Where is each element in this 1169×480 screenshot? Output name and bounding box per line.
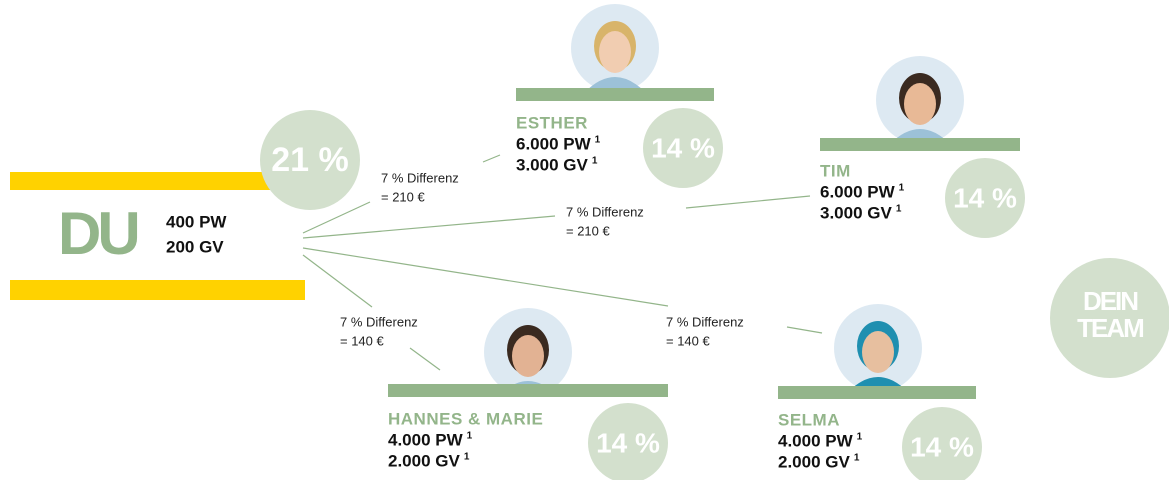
- connector-amount: = 140 €: [666, 333, 711, 348]
- connector-line: [303, 255, 372, 307]
- avatar-face: [904, 83, 936, 125]
- yellow-bar: [10, 280, 305, 300]
- member-bar: [516, 88, 714, 101]
- connector-text: 7 % Differenz: [666, 314, 744, 329]
- connector-line: [303, 216, 555, 238]
- footnote: 1: [899, 183, 905, 194]
- member-bar: [820, 138, 1020, 151]
- connector-line: [483, 155, 500, 162]
- footnote: 1: [595, 135, 601, 146]
- member-gv: 3.000 GV: [516, 155, 588, 174]
- connector-text: 7 % Differenz: [566, 204, 644, 219]
- footnote: 1: [464, 452, 470, 463]
- footnote: 1: [857, 432, 863, 443]
- connector-amount: = 210 €: [381, 189, 426, 204]
- avatar-face: [512, 335, 544, 377]
- team-diagram: 21 % DU 400 PW 200 GV DEIN TEAM 7 % Diff…: [0, 0, 1169, 480]
- member-pw: 6.000 PW: [516, 134, 592, 153]
- member-gv: 2.000 GV: [388, 451, 460, 470]
- badge-line: TEAM: [1077, 313, 1143, 343]
- member-name: TIM: [820, 161, 851, 180]
- du-label: DU: [58, 200, 137, 267]
- connector-line: [787, 327, 822, 333]
- member-bar: [388, 384, 668, 397]
- yellow-bar: [10, 172, 305, 190]
- member-pw: 6.000 PW: [820, 182, 896, 201]
- avatar-face: [599, 31, 631, 73]
- member-name: HANNES & MARIE: [388, 409, 543, 428]
- member-percent: 14 %: [651, 132, 715, 163]
- member-gv: 2.000 GV: [778, 452, 850, 471]
- footnote: 1: [896, 204, 902, 215]
- footnote: 1: [592, 156, 598, 167]
- connector-text: 7 % Differenz: [381, 170, 459, 185]
- member-percent: 14 %: [953, 182, 1017, 213]
- member-percent: 14 %: [910, 431, 974, 462]
- avatar-face: [862, 331, 894, 373]
- badge-line: DEIN: [1083, 286, 1138, 316]
- footnote: 1: [854, 453, 860, 464]
- connector-amount: = 140 €: [340, 333, 385, 348]
- du-pw: 400 PW: [166, 212, 227, 231]
- connector-line: [303, 248, 668, 306]
- member-bar: [778, 386, 976, 399]
- du-gv: 200 GV: [166, 237, 224, 256]
- member-pw: 4.000 PW: [388, 430, 464, 449]
- du-percent: 21 %: [271, 141, 349, 179]
- connector-line: [686, 196, 810, 208]
- footnote: 1: [467, 431, 473, 442]
- member-name: SELMA: [778, 410, 840, 429]
- member-percent: 14 %: [596, 427, 660, 458]
- connector-line: [410, 348, 440, 370]
- connector-text: 7 % Differenz: [340, 314, 418, 329]
- member-pw: 4.000 PW: [778, 431, 854, 450]
- member-gv: 3.000 GV: [820, 203, 892, 222]
- member-name: ESTHER: [516, 113, 588, 132]
- connector-amount: = 210 €: [566, 223, 611, 238]
